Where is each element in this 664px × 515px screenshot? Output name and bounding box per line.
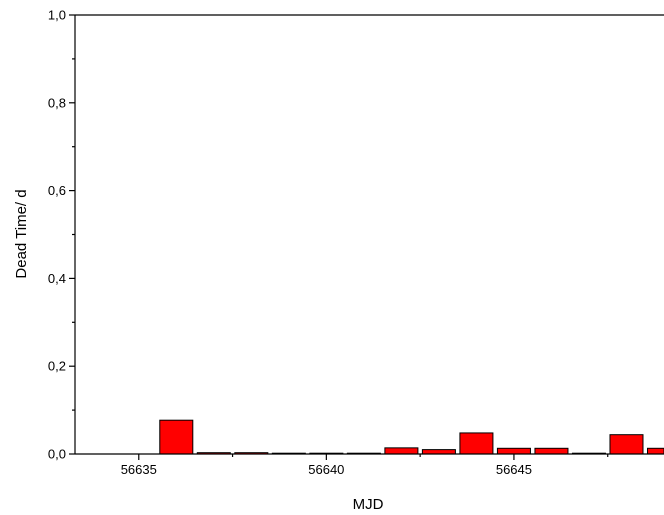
y-tick-label: 0,0 [48,447,66,462]
x-tick-label: 56645 [496,462,532,477]
y-tick-label: 1,0 [48,8,66,23]
bar [421,449,456,455]
bar [159,419,194,455]
bar [609,434,644,455]
bar [646,447,664,455]
bar [534,447,569,455]
bar [459,432,494,455]
x-tick-label: 56635 [121,462,157,477]
y-tick-label: 0,4 [48,271,66,286]
y-tick-label: 0,6 [48,183,66,198]
y-tick-label: 0,8 [48,95,66,110]
x-tick-label: 56640 [308,462,344,477]
bar [496,447,531,455]
y-axis-title: Dead Time/ d [13,189,30,278]
x-axis-title: MJD [353,496,384,513]
y-tick-label: 0,2 [48,359,66,374]
bar [384,447,419,455]
